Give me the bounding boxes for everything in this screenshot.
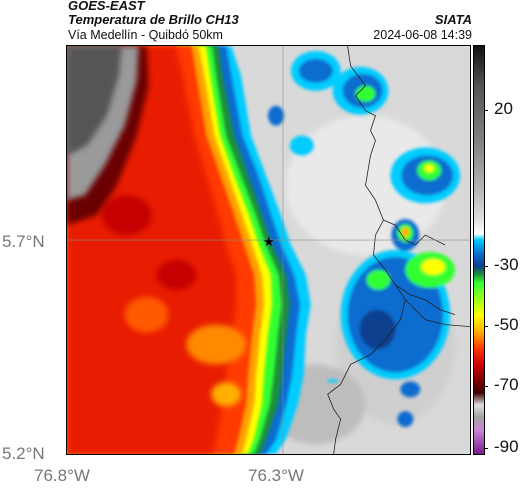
satellite-title: GOES-EAST xyxy=(68,0,145,13)
political-borders xyxy=(327,46,470,454)
colorbar-tick-label: -90 xyxy=(494,437,519,456)
convective-cloud-west xyxy=(67,46,311,454)
lon-label-west: 76.8°W xyxy=(34,466,90,485)
colorbar-tick-label: -70 xyxy=(494,375,519,394)
temperature-colorbar xyxy=(473,45,485,455)
location-star-icon: ★ xyxy=(263,235,275,250)
colorbar-tick-label: 20 xyxy=(494,99,513,118)
convective-cells-east xyxy=(268,50,461,428)
region-subtitle: Vía Medellín - Quibdó 50km xyxy=(68,28,223,42)
colorbar-tick-label: -50 xyxy=(494,315,519,334)
brightness-temperature-map: ★ xyxy=(66,45,471,455)
product-title: Temperatura de Brillo CH13 xyxy=(68,12,239,27)
timestamp-label: 2024-06-08 14:39 xyxy=(373,28,472,42)
colorbar-tick-label: -30 xyxy=(494,255,519,274)
lon-label-east: 76.3°W xyxy=(248,466,304,485)
lat-label-north: 5.7°N xyxy=(2,232,45,251)
graticule xyxy=(67,46,470,454)
lat-label-south: 5.2°N xyxy=(2,444,45,463)
agency-label: SIATA xyxy=(434,12,472,27)
